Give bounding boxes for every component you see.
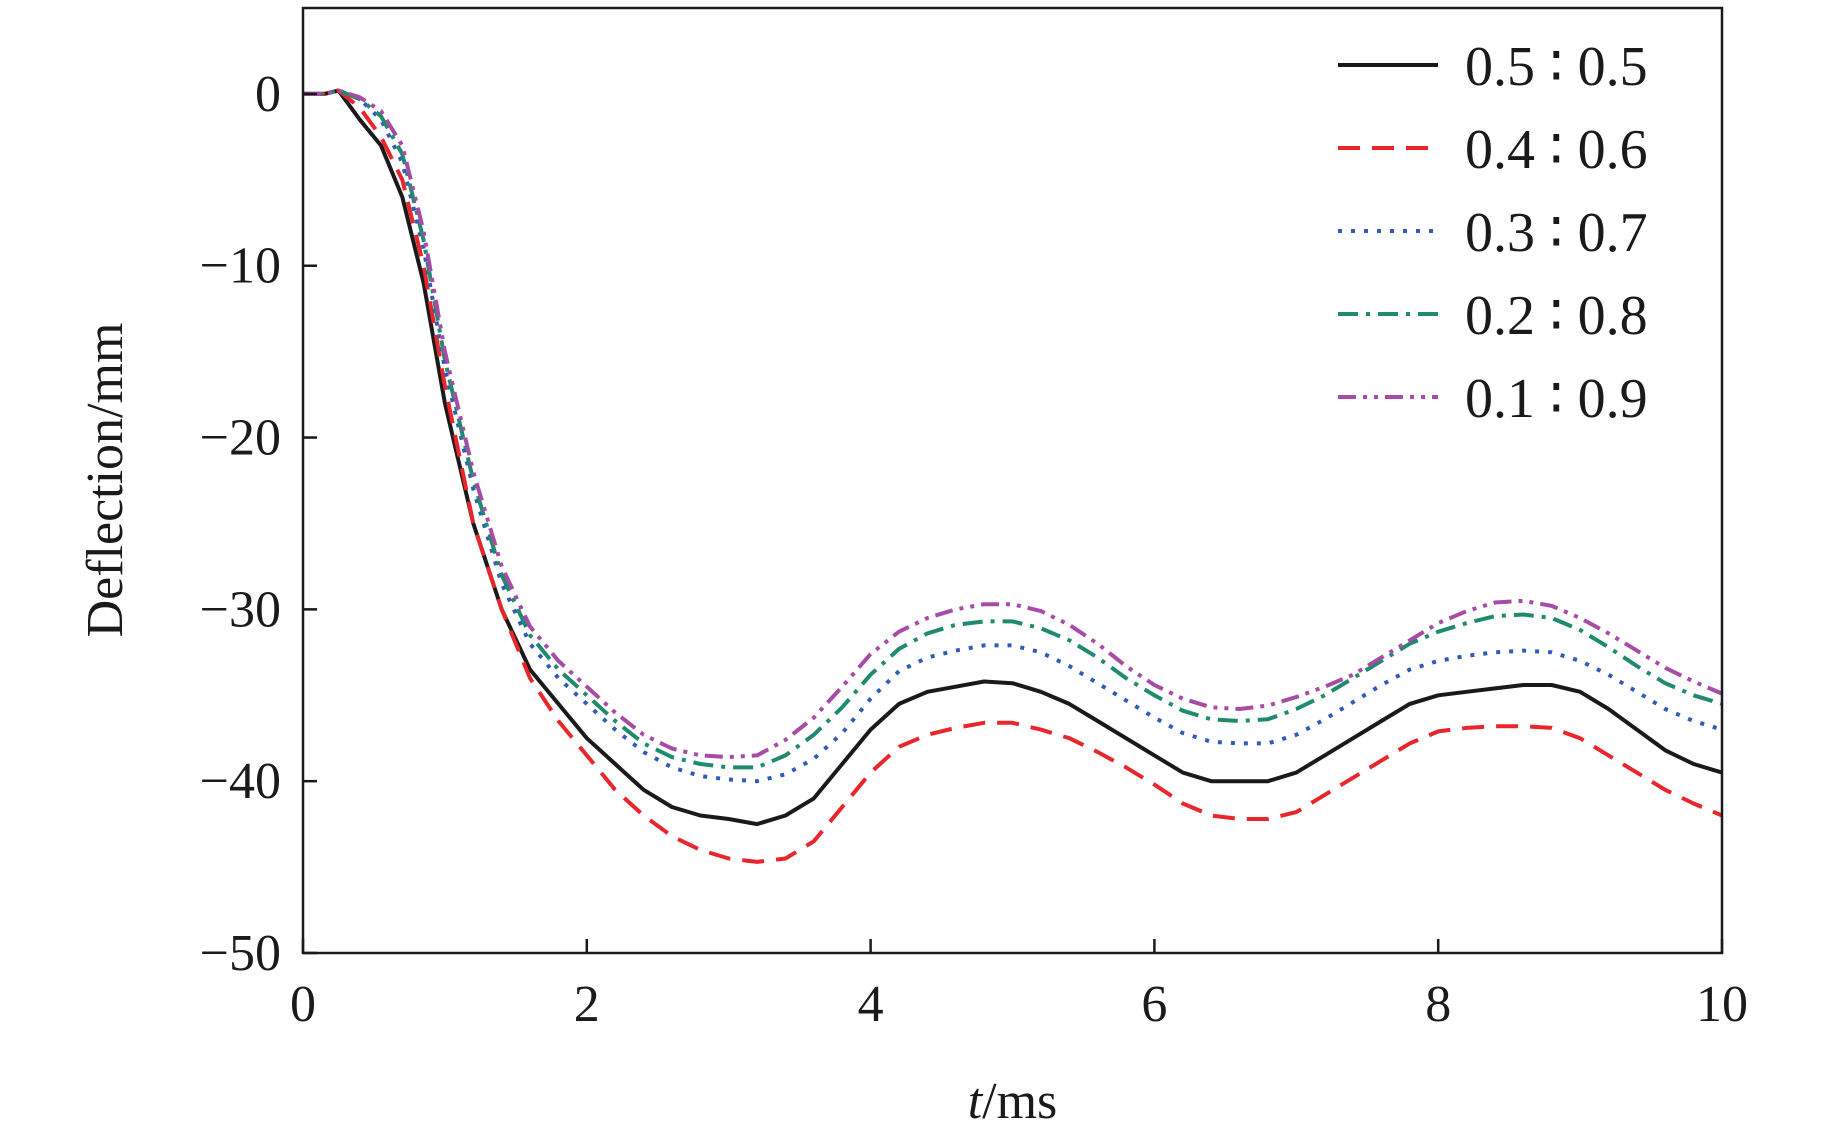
- series-line-4: [303, 88, 1723, 770]
- x-tick-label: 4: [858, 976, 884, 1033]
- series-line-2: [303, 88, 1723, 864]
- legend-label-4: 0.2 ∶ 0.8: [1465, 285, 1648, 347]
- legend-label-1: 0.5 ∶ 0.5: [1465, 36, 1648, 98]
- legend-label-3: 0.3 ∶ 0.7: [1465, 202, 1648, 264]
- legend: 0.5 ∶ 0.5 0.4 ∶ 0.6 0.3 ∶ 0.7 0.2 ∶ 0.8 0.1 …: [1338, 36, 1648, 430]
- plot-frame: [301, 6, 1724, 955]
- x-tick-label: 0: [290, 976, 316, 1033]
- y-tick-label: −30: [200, 581, 281, 638]
- y-tick-label: −40: [200, 753, 281, 810]
- series-line-5: [303, 88, 1723, 760]
- x-tick-label: 10: [1696, 976, 1748, 1033]
- y-tick-label: 0: [255, 66, 281, 123]
- x-tick-label: 8: [1425, 976, 1451, 1033]
- x-tick-label: 6: [1141, 976, 1167, 1033]
- y-tick-label: −20: [200, 410, 281, 467]
- legend-label-5: 0.1 ∶ 0.9: [1465, 368, 1648, 430]
- legend-label-2: 0.4 ∶ 0.6: [1465, 119, 1648, 181]
- y-tick-label: −50: [200, 925, 281, 982]
- x-axis-label-variable: t: [968, 1073, 984, 1130]
- x-tick-label: 2: [574, 976, 600, 1033]
- y-axis-label: Deflection/mm: [77, 323, 134, 638]
- series-line-3: [303, 88, 1723, 784]
- y-tick-label: −10: [200, 238, 281, 295]
- x-axis-label: t/ms: [968, 1073, 1058, 1130]
- series-layer: [303, 88, 1723, 864]
- x-axis-label-unit: /ms: [982, 1073, 1057, 1130]
- tick-layer: 0 2 4 6 8 10 0 −10 −20 −30 −40 −50: [200, 66, 1748, 1033]
